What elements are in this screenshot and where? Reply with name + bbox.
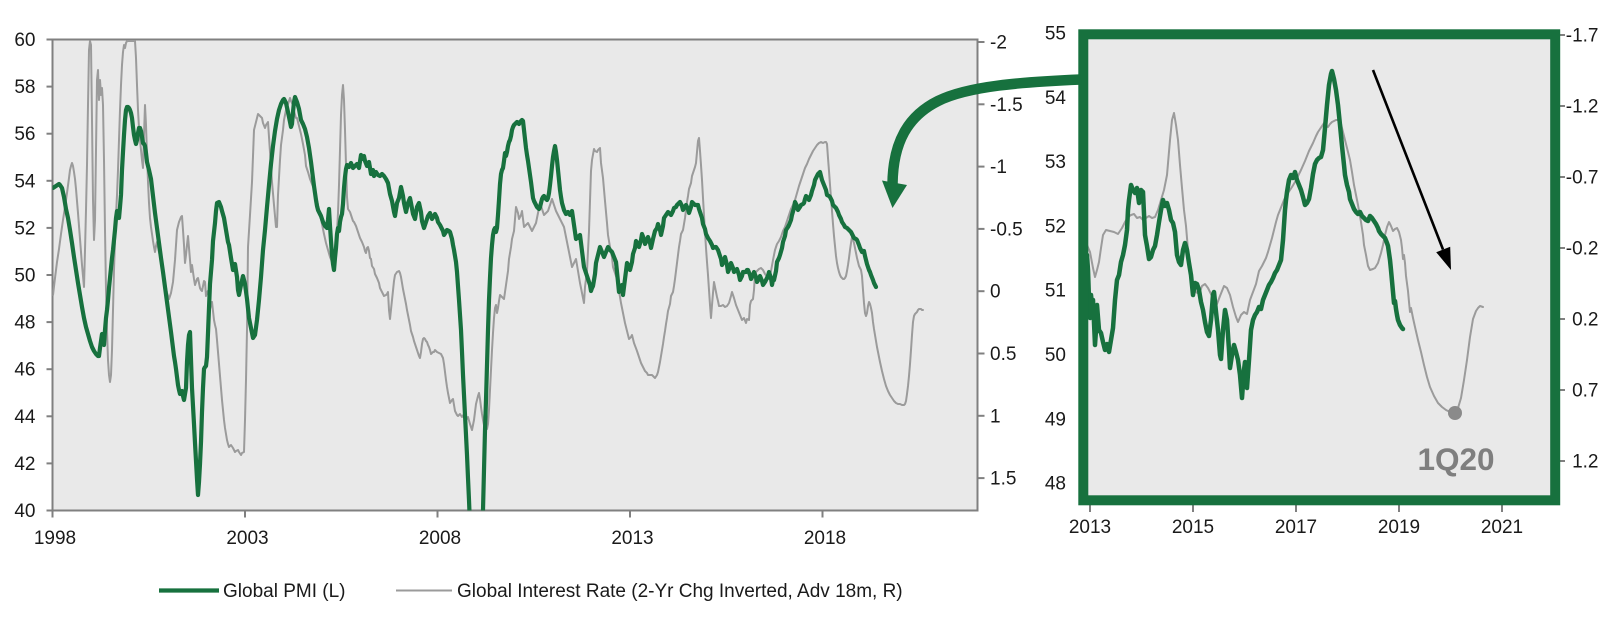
svg-text:1.2: 1.2 (1572, 452, 1598, 473)
svg-text:50: 50 (1045, 345, 1066, 366)
svg-text:52: 52 (14, 218, 35, 239)
svg-text:44: 44 (14, 407, 36, 428)
svg-text:-1.2: -1.2 (1566, 97, 1599, 118)
svg-text:2017: 2017 (1275, 517, 1317, 538)
svg-text:-0.7: -0.7 (1566, 168, 1599, 189)
svg-text:1Q20: 1Q20 (1417, 441, 1494, 477)
svg-text:51: 51 (1045, 281, 1066, 302)
svg-text:-0.5: -0.5 (990, 219, 1023, 240)
svg-text:48: 48 (1045, 474, 1066, 495)
svg-text:-1.7: -1.7 (1566, 26, 1599, 47)
svg-text:48: 48 (14, 313, 35, 334)
svg-text:Global Interest Rate (2-Yr Chg: Global Interest Rate (2-Yr Chg Inverted,… (457, 581, 903, 602)
svg-text:2003: 2003 (226, 528, 268, 549)
svg-text:54: 54 (14, 171, 36, 192)
svg-text:42: 42 (14, 454, 35, 475)
svg-text:-1: -1 (990, 157, 1007, 178)
svg-text:2015: 2015 (1172, 517, 1214, 538)
svg-text:0.7: 0.7 (1572, 381, 1598, 402)
svg-text:2021: 2021 (1481, 517, 1523, 538)
svg-text:-2: -2 (990, 33, 1007, 54)
svg-text:0: 0 (990, 282, 1001, 303)
svg-text:56: 56 (14, 124, 35, 145)
svg-text:Global PMI (L): Global PMI (L) (223, 581, 345, 602)
svg-text:0.2: 0.2 (1572, 310, 1598, 331)
svg-text:46: 46 (14, 360, 35, 381)
svg-text:-0.2: -0.2 (1566, 239, 1599, 260)
svg-text:1: 1 (990, 406, 1001, 427)
svg-text:1.5: 1.5 (990, 469, 1016, 490)
svg-text:49: 49 (1045, 409, 1066, 430)
svg-text:0.5: 0.5 (990, 344, 1016, 365)
svg-text:1998: 1998 (34, 528, 76, 549)
svg-text:2013: 2013 (611, 528, 653, 549)
svg-text:2008: 2008 (419, 528, 461, 549)
svg-text:52: 52 (1045, 216, 1066, 237)
svg-text:40: 40 (14, 501, 35, 522)
svg-text:-1.5: -1.5 (990, 95, 1023, 116)
svg-text:2013: 2013 (1069, 517, 1111, 538)
svg-text:2018: 2018 (804, 528, 846, 549)
svg-text:50: 50 (14, 266, 35, 287)
svg-text:58: 58 (14, 77, 35, 98)
svg-text:55: 55 (1045, 24, 1066, 45)
svg-text:60: 60 (14, 30, 35, 51)
svg-text:54: 54 (1045, 88, 1067, 109)
svg-text:2019: 2019 (1378, 517, 1420, 538)
svg-text:53: 53 (1045, 152, 1066, 173)
